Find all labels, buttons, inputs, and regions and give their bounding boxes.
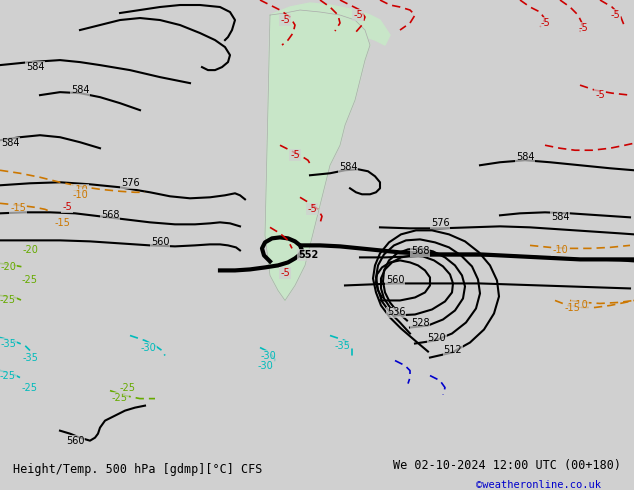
- Text: -5: -5: [280, 15, 290, 25]
- Text: -20: -20: [22, 245, 38, 255]
- Text: 560: 560: [66, 436, 84, 446]
- Text: -30: -30: [260, 350, 276, 361]
- Text: -25: -25: [0, 370, 16, 381]
- Text: -15: -15: [10, 203, 26, 213]
- Text: 512: 512: [444, 344, 462, 355]
- Text: -5: -5: [280, 269, 290, 278]
- Text: -25: -25: [112, 392, 128, 403]
- Text: 584: 584: [71, 85, 89, 95]
- Text: -5: -5: [610, 10, 620, 20]
- Text: 552: 552: [298, 250, 318, 260]
- Text: 584: 584: [339, 162, 357, 172]
- Text: -15: -15: [54, 219, 70, 228]
- Text: -5: -5: [540, 18, 550, 28]
- Text: 584: 584: [1, 138, 19, 148]
- Text: -35: -35: [22, 352, 38, 363]
- Text: -30: -30: [140, 343, 156, 352]
- Text: 536: 536: [387, 308, 405, 318]
- Text: 584: 584: [515, 152, 534, 162]
- Text: We 02-10-2024 12:00 UTC (00+180): We 02-10-2024 12:00 UTC (00+180): [393, 460, 621, 472]
- Text: -25: -25: [0, 295, 16, 305]
- Polygon shape: [265, 10, 370, 300]
- Text: 560: 560: [151, 237, 169, 247]
- Text: -10: -10: [552, 245, 568, 255]
- Text: -10: -10: [72, 190, 88, 200]
- Text: 584: 584: [551, 212, 569, 222]
- Text: 520: 520: [428, 333, 446, 343]
- Text: -25: -25: [22, 383, 38, 392]
- Text: -20: -20: [0, 263, 16, 272]
- Text: 528: 528: [411, 318, 429, 328]
- Text: Height/Temp. 500 hPa [gdmp][°C] CFS: Height/Temp. 500 hPa [gdmp][°C] CFS: [13, 463, 262, 476]
- Text: -25: -25: [22, 275, 38, 286]
- Text: -5: -5: [595, 90, 605, 100]
- Text: 568: 568: [101, 210, 119, 221]
- Text: -5: -5: [307, 204, 317, 214]
- Text: -5: -5: [290, 150, 300, 160]
- Text: -5: -5: [578, 23, 588, 33]
- Text: -5: -5: [62, 202, 72, 212]
- Text: -35: -35: [0, 339, 16, 348]
- Text: -30: -30: [257, 361, 273, 370]
- Text: 576: 576: [430, 219, 450, 228]
- Text: -15: -15: [564, 303, 580, 314]
- Text: -35: -35: [334, 341, 350, 350]
- Text: 568: 568: [411, 246, 429, 256]
- Text: 560: 560: [385, 275, 404, 286]
- Text: 576: 576: [120, 178, 139, 188]
- Text: -5: -5: [353, 10, 363, 20]
- Text: 584: 584: [26, 62, 44, 72]
- Text: -10: -10: [72, 185, 88, 196]
- Text: ©weatheronline.co.uk: ©weatheronline.co.uk: [476, 480, 600, 490]
- Text: -25: -25: [120, 383, 136, 392]
- Polygon shape: [270, 3, 390, 45]
- Text: -10: -10: [572, 300, 588, 311]
